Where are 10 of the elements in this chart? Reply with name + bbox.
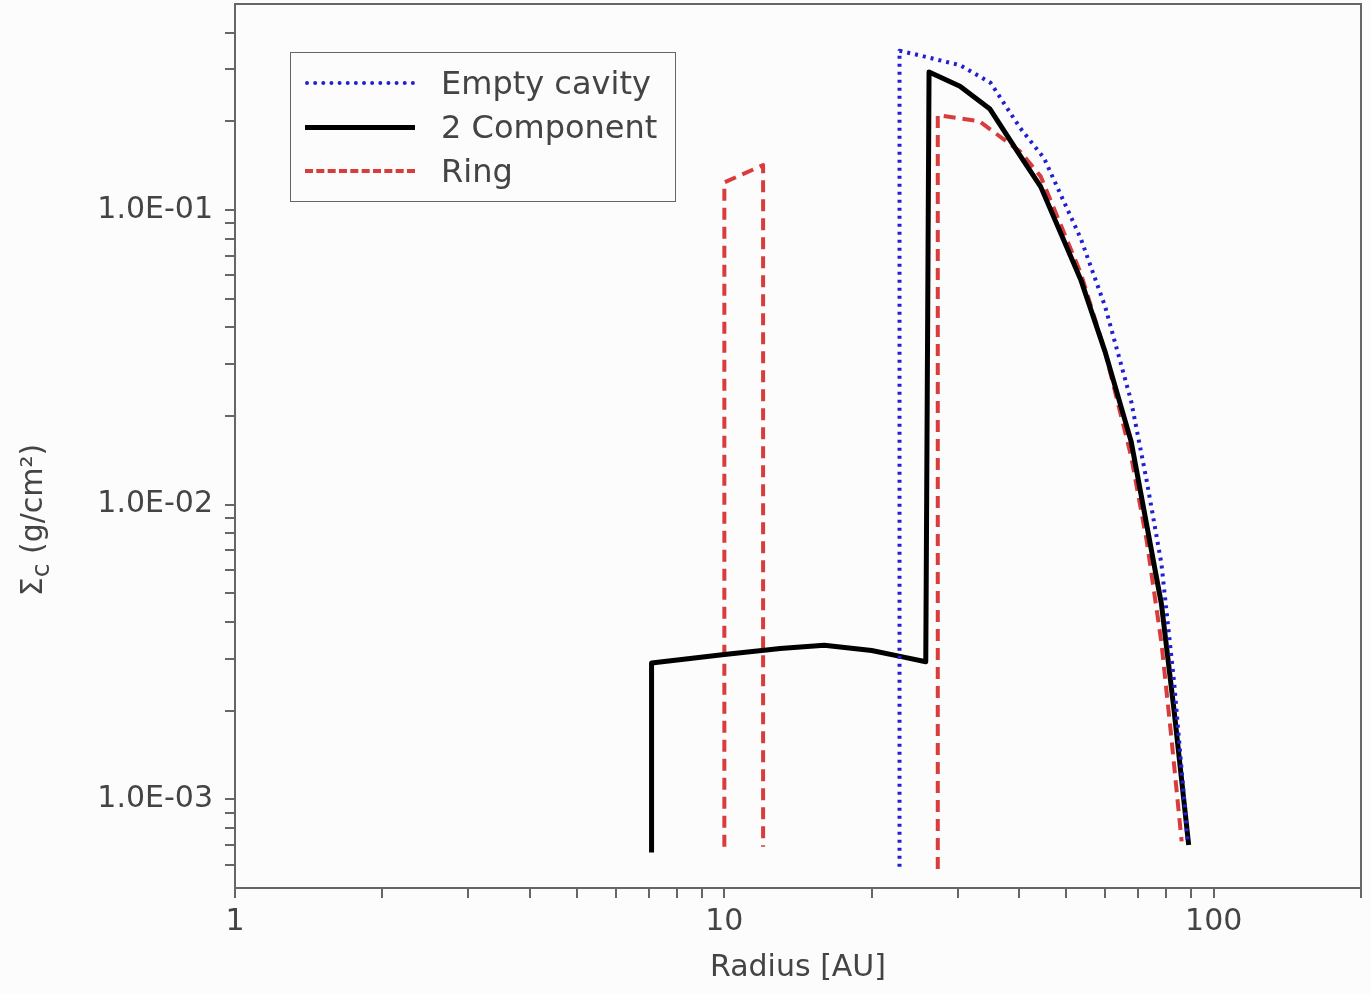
- legend-label: Ring: [441, 152, 513, 190]
- y-tick-label: 1.0E-02: [97, 484, 213, 520]
- legend-label: Empty cavity: [441, 64, 651, 102]
- x-tick-label: 10: [705, 901, 744, 937]
- y-tick-label: 1.0E-03: [97, 779, 213, 815]
- x-axis-title: Radius [AU]: [709, 947, 887, 983]
- x-tick-label: 1: [225, 901, 245, 937]
- x-tick-label: 100: [1185, 901, 1243, 937]
- y-tick-label: 1.0E-01: [97, 189, 213, 225]
- legend-label: 2 Component: [441, 108, 658, 146]
